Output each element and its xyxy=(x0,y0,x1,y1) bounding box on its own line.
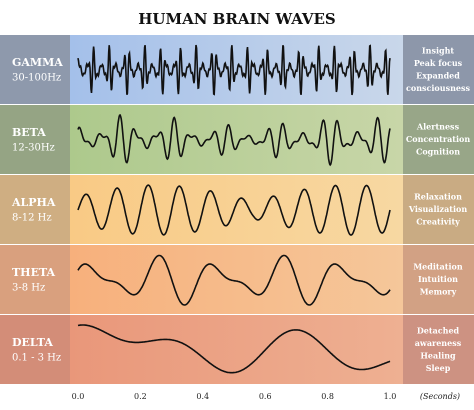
x-tick-label: 0.2 xyxy=(134,392,147,401)
x-tick-label: 1.0 xyxy=(384,392,397,401)
title: HUMAN BRAIN WAVES xyxy=(138,10,336,28)
band-description: Detached xyxy=(417,325,460,335)
band-name: ALPHA xyxy=(11,196,56,209)
band-description: Visualization xyxy=(408,204,467,214)
x-tick-label: 0.0 xyxy=(72,392,85,401)
x-tick-label: 0.4 xyxy=(196,392,209,401)
band-center xyxy=(70,315,403,384)
band-name: GAMMA xyxy=(12,56,63,69)
band-left xyxy=(0,315,70,384)
wave xyxy=(77,324,391,374)
band-range: 12-30Hz xyxy=(12,143,55,154)
x-axis-unit: (Seconds) xyxy=(420,392,460,401)
band-name: BETA xyxy=(12,126,46,139)
band-description: Concentration xyxy=(406,134,470,144)
band-left xyxy=(0,175,70,244)
band-description: awareness xyxy=(415,338,462,348)
band-range: 30-100Hz xyxy=(12,73,61,84)
band-description: Cognition xyxy=(416,147,460,157)
x-tick-label: 0.6 xyxy=(259,392,272,401)
band-description: Memory xyxy=(420,287,457,297)
band-right xyxy=(403,35,474,104)
x-tick-label: 0.8 xyxy=(321,392,334,401)
band-right xyxy=(403,105,474,174)
band-description: Expanded xyxy=(416,70,460,80)
band-description: Intuition xyxy=(418,274,458,284)
band-range: 8-12 Hz xyxy=(12,213,52,224)
band-center xyxy=(70,105,403,174)
band-right xyxy=(403,175,474,244)
wave xyxy=(77,184,391,236)
band-description: Peak focus xyxy=(414,58,463,68)
band-description: Insight xyxy=(422,45,455,55)
band-description: Alertness xyxy=(416,122,460,132)
band-description: Healing xyxy=(420,350,456,360)
band-left xyxy=(0,35,70,104)
band-description: Meditation xyxy=(413,262,463,272)
wave xyxy=(77,44,391,96)
band-name: THETA xyxy=(12,266,56,279)
band-left xyxy=(0,105,70,174)
band-range: 0.1 - 3 Hz xyxy=(12,353,61,364)
band-left xyxy=(0,245,70,314)
band-description: Creativity xyxy=(416,217,460,227)
band-range: 3-8 Hz xyxy=(12,283,45,294)
band-description: Sleep xyxy=(426,363,451,373)
wave xyxy=(77,113,391,167)
band-right xyxy=(403,245,474,314)
band-right xyxy=(403,315,474,384)
wave xyxy=(77,254,391,306)
band-description: Relaxation xyxy=(414,192,462,202)
band-center xyxy=(70,245,403,314)
band-description: consciousness xyxy=(406,83,471,93)
band-name: DELTA xyxy=(12,336,53,349)
